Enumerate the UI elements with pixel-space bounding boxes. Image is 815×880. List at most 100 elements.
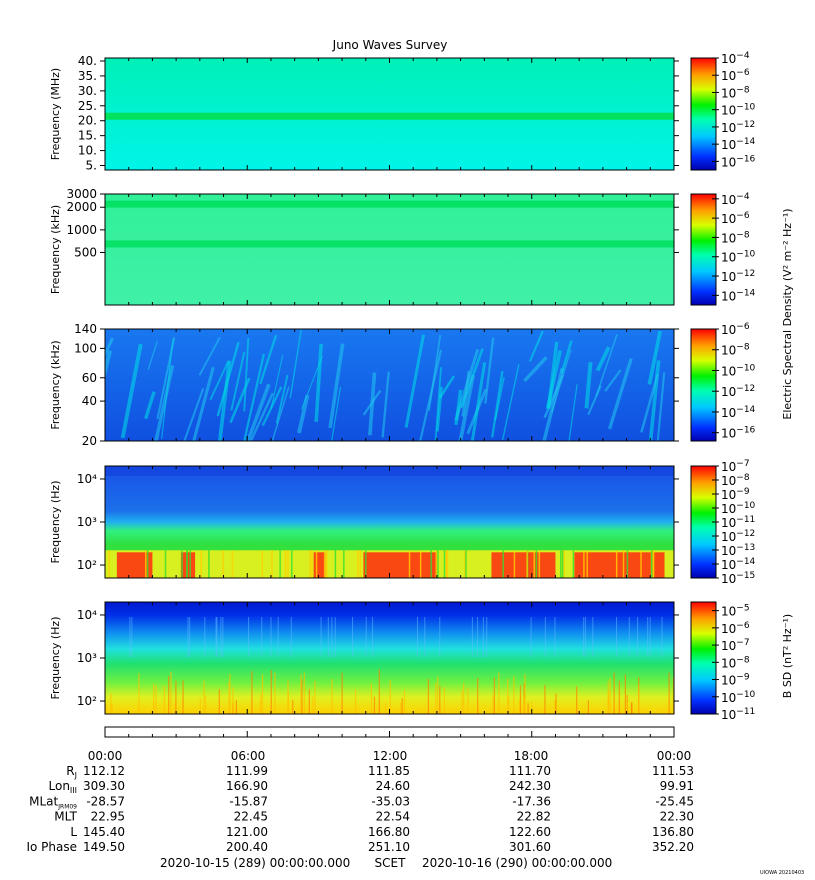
emission-stripe (572, 550, 575, 578)
ephemeris-value: 309.30 (83, 779, 125, 793)
low-frequency-spike (110, 693, 112, 714)
time-label: 00:00 (657, 749, 692, 763)
emission-stripe (502, 550, 504, 578)
emission-stripe (435, 550, 437, 578)
burst-streak (147, 340, 158, 370)
emission-stripe (309, 550, 311, 578)
vertical-streak (439, 617, 441, 657)
y-tick-label: 100 (74, 341, 97, 355)
y-tick-label: 1000 (66, 223, 97, 237)
emission-stripe (164, 550, 167, 578)
y-tick-label: 10⁴ (77, 472, 97, 486)
colorbar-tick-label: 10−8 (721, 473, 750, 488)
ephemeris-row-label: L (70, 825, 77, 839)
emission-stripe (561, 550, 564, 578)
emission-stripe (359, 550, 361, 578)
colorbar-4: 10−710−810−910−1010−1110−1210−1310−1410−… (690, 459, 756, 586)
colorbar-tick-label: 10−11 (721, 707, 755, 722)
burst-streak (243, 353, 266, 441)
y-tick-label: 10² (77, 558, 97, 572)
vertical-streak (215, 617, 217, 657)
colorbar-scale (690, 57, 717, 171)
emission-stripe (343, 550, 345, 578)
burst-streak (523, 356, 548, 383)
burst-streak (144, 391, 156, 420)
vertical-streak (270, 617, 272, 657)
colorbar-tick-label: 10−12 (721, 529, 755, 544)
y-tick-label: 20. (78, 114, 97, 128)
footer-credit: UIOWA 20210403 (760, 870, 804, 876)
svg-text:B SD (nT² Hz⁻¹): B SD (nT² Hz⁻¹) (781, 614, 794, 698)
colorbar-tick-label: 10−12 (721, 269, 755, 284)
burst-streak (259, 334, 278, 385)
emission-stripe (622, 550, 625, 578)
low-frequency-spike (435, 682, 437, 714)
burst-streak (438, 375, 456, 399)
vertical-streak (220, 617, 222, 657)
colorbar-scale (690, 601, 717, 715)
low-frequency-spike (308, 689, 310, 714)
footer-end-time: 2020-10-16 (290) 00:00:00.000 (422, 856, 612, 870)
burst-streak (604, 369, 622, 392)
low-frequency-spike (443, 686, 445, 714)
vertical-streak (131, 617, 133, 657)
vertical-streak (477, 617, 479, 657)
low-frequency-spike (138, 673, 140, 714)
colorbar-5: 10−5 10−6 10−7 10−8 10−9 10−10 10−11 (690, 601, 756, 722)
emission-stripe (334, 550, 337, 578)
burst-streak (542, 367, 565, 441)
burst-streak (640, 373, 659, 433)
low-frequency-spike (626, 701, 628, 714)
low-frequency-spike (259, 701, 261, 714)
magnetic-colorbar-title: B SD (nT² Hz⁻¹) (781, 614, 794, 698)
burst-streak (289, 329, 302, 399)
colorbar-tick-label: 10−13 (721, 543, 755, 558)
ephemeris-value: -25.45 (655, 794, 694, 808)
ephemeris-value: 121.00 (226, 825, 268, 839)
vertical-streak (290, 617, 292, 657)
ephemeris-value: 22.45 (234, 810, 268, 824)
emission-band (105, 200, 674, 208)
y-tick-label: 140 (74, 322, 97, 336)
vertical-streak (471, 617, 473, 657)
ephemeris-row-label: LonIII (49, 779, 78, 795)
low-frequency-spike (170, 671, 172, 714)
burst-streak (491, 370, 504, 438)
emission-stripe (231, 550, 234, 578)
low-frequency-spike (174, 703, 176, 714)
emission-band (105, 112, 674, 120)
emission-stripe (279, 550, 281, 578)
emission-stripe (563, 550, 565, 578)
emission-stripe (357, 550, 359, 578)
low-frequency-spike (251, 671, 253, 714)
low-frequency-spike (389, 680, 391, 714)
vertical-streak (649, 617, 651, 657)
y-tick-label: 25. (78, 99, 97, 113)
burst-streak (461, 370, 471, 417)
emission-stripe (538, 550, 541, 578)
time-label: 18:00 (514, 749, 549, 763)
spectrogram-image (105, 194, 674, 305)
vertical-streak (189, 617, 191, 657)
y-tick-label: 40 (82, 394, 97, 408)
emission-stripe (513, 550, 516, 578)
low-frequency-spike (507, 678, 509, 714)
burst-streak (161, 339, 174, 439)
colorbar-tick-label: 10−14 (721, 405, 756, 420)
ephemeris-value: 136.80 (652, 825, 694, 839)
low-frequency-spike (303, 672, 305, 714)
colorbar-tick-label: 10−6 (721, 621, 750, 636)
colorbar-scale (690, 328, 717, 442)
vertical-streak (584, 617, 586, 657)
burst-streak (192, 366, 215, 441)
ephemeris-value: 111.85 (368, 764, 410, 778)
emission-stripe (145, 550, 147, 578)
y-tick-label: 15. (78, 129, 97, 143)
low-frequency-spike (531, 701, 533, 714)
emission-stripe (650, 550, 653, 578)
ephemeris-value: 149.50 (83, 840, 125, 854)
vertical-streak (222, 617, 224, 657)
vertical-streak (482, 617, 484, 657)
ephemeris-value: -35.03 (371, 794, 410, 808)
spectrogram-image (105, 602, 674, 714)
